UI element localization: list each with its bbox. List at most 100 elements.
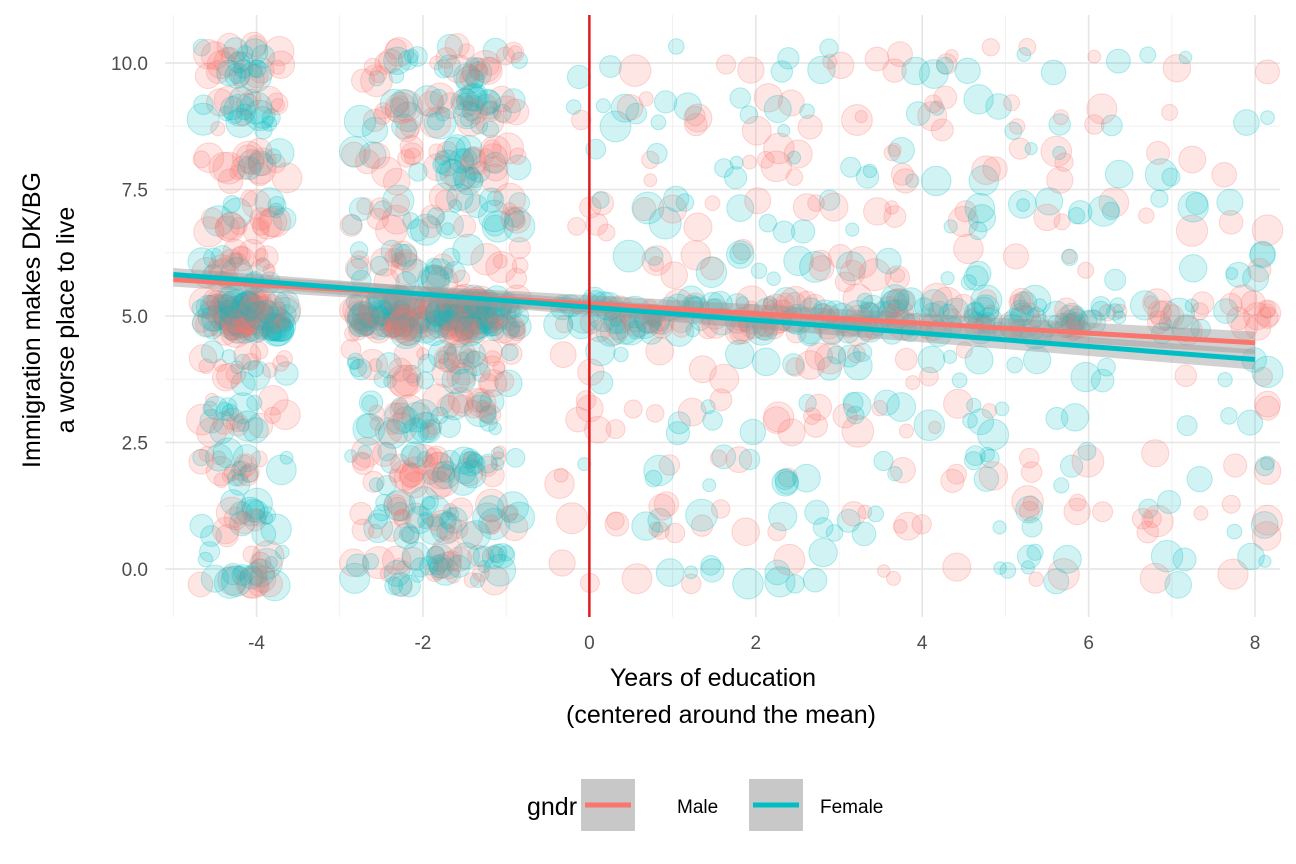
scatter-point bbox=[213, 286, 244, 317]
scatter-point bbox=[1053, 477, 1070, 494]
scatter-point bbox=[660, 261, 689, 290]
scatter-point bbox=[840, 501, 867, 527]
scatter-point bbox=[371, 156, 403, 188]
scatter-point bbox=[440, 322, 459, 341]
scatter-point bbox=[465, 387, 491, 413]
scatter-point bbox=[449, 313, 481, 345]
scatter-point bbox=[1112, 303, 1128, 319]
scatter-point bbox=[473, 301, 495, 323]
scatter-point bbox=[479, 565, 510, 596]
scatter-point bbox=[843, 351, 873, 381]
scatter-point bbox=[477, 309, 499, 331]
scatter-point bbox=[960, 274, 978, 291]
scatter-point bbox=[913, 409, 946, 442]
scatter-point bbox=[429, 55, 444, 71]
scatter-point bbox=[397, 50, 419, 71]
scatter-point bbox=[357, 445, 372, 460]
scatter-point bbox=[890, 267, 906, 283]
scatter-point bbox=[555, 315, 574, 334]
scatter-point bbox=[249, 207, 273, 231]
scatter-point bbox=[246, 558, 276, 588]
scatter-point bbox=[373, 301, 405, 333]
scatter-point bbox=[264, 555, 278, 570]
scatter-point bbox=[1016, 47, 1032, 62]
scatter-point bbox=[400, 445, 422, 467]
scatter-point bbox=[261, 315, 293, 347]
scatter-point bbox=[342, 294, 374, 326]
scatter-point bbox=[203, 395, 229, 421]
scatter-point bbox=[338, 136, 371, 168]
scatter-point bbox=[595, 316, 627, 347]
scatter-point bbox=[373, 200, 392, 219]
scatter-point bbox=[238, 149, 265, 175]
scatter-point bbox=[460, 82, 489, 112]
scatter-point bbox=[466, 452, 483, 469]
scatter-point bbox=[453, 302, 474, 324]
scatter-point bbox=[254, 299, 279, 324]
scatter-point bbox=[250, 558, 269, 576]
scatter-point bbox=[664, 316, 695, 347]
scatter-point bbox=[1161, 103, 1179, 121]
scatter-point bbox=[200, 340, 224, 364]
scatter-point bbox=[475, 94, 498, 116]
scatter-point bbox=[1021, 516, 1043, 538]
scatter-point bbox=[442, 503, 458, 518]
scatter-point bbox=[230, 305, 248, 323]
scatter-point bbox=[917, 345, 946, 374]
scatter-point bbox=[255, 301, 287, 332]
scatter-point bbox=[401, 471, 429, 499]
scatter-point bbox=[220, 489, 247, 516]
scatter-point bbox=[767, 522, 787, 542]
scatter-point bbox=[467, 544, 490, 567]
scatter-point bbox=[505, 154, 532, 181]
scatter-point bbox=[1026, 543, 1044, 561]
scatter-point bbox=[777, 467, 798, 488]
scatter-point bbox=[668, 38, 685, 55]
scatter-point bbox=[221, 307, 254, 340]
scatter-point bbox=[492, 95, 521, 124]
scatter-point bbox=[437, 320, 453, 335]
scatter-point bbox=[385, 38, 407, 60]
scatter-point bbox=[224, 299, 248, 323]
scatter-point bbox=[239, 59, 273, 93]
scatter-point bbox=[240, 289, 259, 308]
scatter-point bbox=[968, 165, 1000, 196]
scatter-point bbox=[480, 514, 502, 535]
scatter-point bbox=[388, 468, 403, 483]
scatter-point bbox=[963, 265, 989, 291]
scatter-point bbox=[631, 191, 665, 225]
scatter-point bbox=[277, 304, 297, 324]
scatter-point bbox=[438, 316, 454, 332]
scatter-point bbox=[647, 507, 673, 533]
scatter-point bbox=[1139, 46, 1157, 64]
scatter-point bbox=[191, 299, 210, 318]
scatter-point bbox=[192, 307, 222, 338]
scatter-point bbox=[503, 501, 535, 533]
scatter-point bbox=[450, 316, 473, 339]
scatter-point bbox=[490, 451, 506, 467]
scatter-point bbox=[234, 353, 251, 370]
scatter-point bbox=[964, 302, 985, 323]
scatter-point bbox=[452, 305, 477, 331]
scatter-point bbox=[1026, 307, 1047, 328]
scatter-point bbox=[446, 507, 460, 521]
scatter-point bbox=[439, 524, 458, 544]
scatter-point bbox=[478, 507, 511, 541]
scatter-point bbox=[1023, 346, 1052, 375]
scatter-point bbox=[419, 555, 439, 576]
scatter-point bbox=[235, 306, 256, 327]
scatter-point bbox=[454, 314, 487, 347]
scatter-point bbox=[879, 290, 908, 319]
scatter-point bbox=[388, 357, 413, 382]
scatter-point bbox=[621, 563, 653, 595]
scatter-point bbox=[1071, 444, 1105, 478]
scatter-point bbox=[714, 158, 734, 178]
scatter-point bbox=[709, 449, 728, 467]
scatter-point bbox=[194, 62, 222, 90]
scatter-point bbox=[429, 553, 455, 579]
scatter-point bbox=[348, 197, 373, 222]
scatter-point bbox=[235, 318, 252, 334]
scatter-point bbox=[362, 546, 396, 580]
scatter-point bbox=[981, 38, 1000, 57]
scatter-point bbox=[383, 402, 416, 435]
